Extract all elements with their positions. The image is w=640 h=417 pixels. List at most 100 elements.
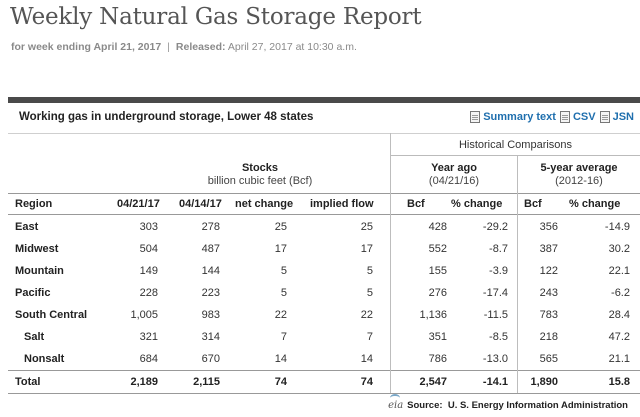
source-footer: eia Source: U. S. Energy Information Adm…	[388, 394, 628, 411]
five-year-pct: 22.1	[608, 265, 630, 277]
five-year-pct: 47.2	[608, 331, 630, 343]
year-ago-pct: -17.4	[482, 287, 508, 299]
region-name: Pacific	[15, 287, 51, 299]
column-divider	[517, 156, 518, 393]
net-change: 5	[280, 287, 287, 299]
net-change: 7	[280, 331, 287, 343]
implied-flow: 5	[366, 287, 373, 299]
region-name: Total	[15, 376, 41, 388]
year-ago-pct: -14.1	[482, 376, 508, 388]
five-year-pct: -14.9	[604, 221, 630, 233]
csv-link[interactable]: CSV	[559, 111, 596, 123]
week-label: for week ending April 21, 2017	[11, 41, 162, 53]
divider	[8, 133, 640, 134]
five-year-pct: 30.2	[608, 243, 630, 255]
col-header-current-week: 04/21/17	[117, 198, 160, 210]
five-year-bcf: 387	[539, 243, 558, 255]
region-name: South Central	[15, 309, 88, 321]
stock-current: 303	[139, 221, 158, 233]
released-label: Released:	[175, 41, 226, 53]
year-ago-bcf: 351	[428, 331, 447, 343]
year-ago-bcf: 786	[428, 353, 447, 365]
source-value: U. S. Energy Information Administration	[447, 400, 628, 411]
col-header-implied-flow: implied flow	[310, 198, 374, 210]
table-row: Pacific 228 223 5 5 276 -17.4 243 -6.2	[8, 282, 640, 305]
table-row-total: Total 2,189 2,115 74 74 2,547 -14.1 1,89…	[8, 371, 640, 394]
five-year-pct: 15.8	[608, 376, 630, 388]
report-dates: for week ending April 21, 2017 | Released:…	[11, 41, 357, 53]
eia-logo: eia	[388, 394, 404, 411]
column-divider	[390, 133, 391, 393]
net-change: 25	[274, 221, 287, 233]
year-ago-pct: -11.5	[483, 309, 508, 321]
document-icon	[559, 111, 570, 123]
net-change: 22	[274, 309, 287, 321]
separator: |	[167, 41, 170, 53]
stock-current: 1,005	[130, 309, 158, 321]
stock-current: 321	[139, 331, 158, 343]
implied-flow: 7	[366, 331, 373, 343]
five-year-bcf: 218	[539, 331, 558, 343]
json-link[interactable]: JSN	[599, 111, 634, 123]
divider	[8, 393, 640, 394]
table-row: Nonsalt 684 670 14 14 786 -13.0 565 21.1	[8, 348, 640, 371]
year-ago-bcf: 1,136	[419, 309, 447, 321]
five-year-bcf: 356	[539, 221, 558, 233]
year-ago-bcf: 552	[428, 243, 447, 255]
five-year-pct: 21.1	[608, 353, 630, 365]
table-row: Mountain 149 144 5 5 155 -3.9 122 22.1	[8, 260, 640, 283]
stock-current: 149	[139, 265, 158, 277]
five-year-pct: 28.4	[608, 309, 630, 321]
released-value: April 27, 2017 at 10:30 a.m.	[227, 41, 357, 53]
region-name: Midwest	[15, 243, 59, 255]
year-ago-bcf: 428	[428, 221, 447, 233]
implied-flow: 17	[360, 243, 373, 255]
year-ago-bcf: 276	[428, 287, 447, 299]
col-header-five-year-pct: % change	[569, 198, 621, 210]
stock-prior: 983	[201, 309, 220, 321]
col-header-net-change: net change	[235, 198, 294, 210]
five-year-bcf: 565	[539, 353, 558, 365]
stock-prior: 223	[201, 287, 220, 299]
stock-current: 504	[139, 243, 158, 255]
divider	[391, 155, 640, 156]
historical-comparisons-header: Historical Comparisons	[458, 139, 573, 151]
implied-flow: 25	[360, 221, 373, 233]
year-ago-pct: -29.2	[482, 221, 508, 233]
col-header-prior-week: 04/14/17	[179, 198, 222, 210]
implied-flow: 5	[366, 265, 373, 277]
stock-prior: 670	[201, 353, 220, 365]
stock-current: 2,189	[130, 376, 158, 388]
table-row: South Central 1,005 983 22 22 1,136 -11.…	[8, 304, 640, 327]
five-year-group-header: 5-year average (2012-16)	[540, 162, 618, 187]
region-name: Nonsalt	[24, 353, 65, 365]
stock-prior: 314	[201, 331, 220, 343]
stock-prior: 144	[201, 265, 220, 277]
year-ago-bcf: 155	[428, 265, 447, 277]
divider	[8, 193, 640, 194]
document-icon	[599, 111, 610, 123]
year-ago-group-header: Year ago (04/21/16)	[428, 162, 480, 187]
year-ago-pct: -3.9	[489, 265, 508, 277]
stock-prior: 278	[201, 221, 220, 233]
net-change: 17	[274, 243, 287, 255]
divider	[8, 370, 640, 371]
download-links: Summary text CSV JSN	[470, 111, 634, 123]
five-year-pct: -6.2	[611, 287, 630, 299]
stocks-group-header: Stocks billion cubic feet (Bcf)	[207, 162, 313, 187]
summary-text-link[interactable]: Summary text	[470, 111, 556, 123]
table-row: Salt 321 314 7 7 351 -8.5 218 47.2	[8, 326, 640, 349]
region-name: Salt	[24, 331, 45, 343]
panel-top-rule	[8, 97, 640, 103]
source-label: Source:	[407, 400, 443, 411]
five-year-bcf: 783	[539, 309, 558, 321]
net-change: 5	[280, 265, 287, 277]
panel-title: Working gas in underground storage, Lowe…	[19, 111, 314, 123]
table-row: Midwest 504 487 17 17 552 -8.7 387 30.2	[8, 238, 640, 261]
divider	[8, 214, 640, 215]
net-change: 14	[274, 353, 287, 365]
implied-flow: 14	[360, 353, 373, 365]
document-icon	[470, 111, 481, 123]
year-ago-bcf: 2,547	[419, 376, 447, 388]
year-ago-pct: -13.0	[482, 353, 508, 365]
